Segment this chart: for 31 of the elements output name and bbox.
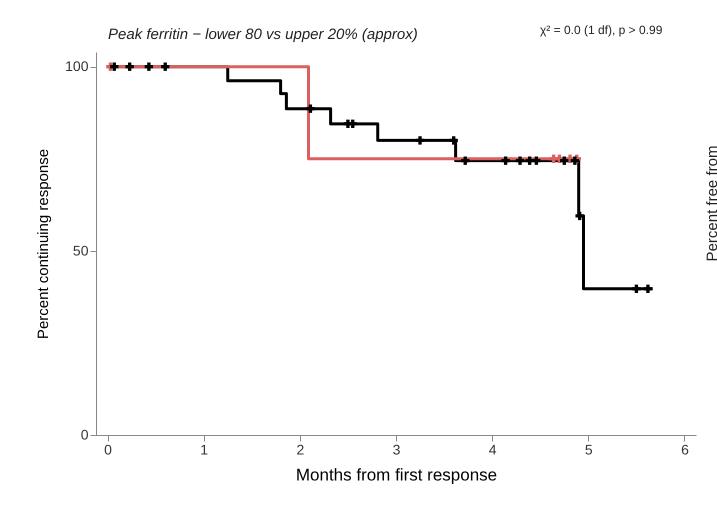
x-tick-label: 1 <box>200 442 208 458</box>
y-axis-title: Percent continuing response <box>35 148 52 340</box>
point <box>516 156 524 165</box>
point <box>632 284 641 293</box>
x-tick-label: 3 <box>392 442 401 458</box>
point <box>532 156 541 165</box>
point <box>144 62 154 71</box>
y-tick-label: 100 <box>65 58 89 74</box>
x-tick-label: 0 <box>104 442 112 458</box>
y-tick-label: 50 <box>72 242 89 258</box>
x-tick-label: 5 <box>584 442 593 458</box>
x-tick-label: 2 <box>296 442 304 458</box>
point <box>110 62 118 71</box>
x-tick-label: 6 <box>681 442 690 458</box>
x-axis-title: Months from first response <box>296 466 498 484</box>
point <box>461 156 470 165</box>
point <box>575 212 584 220</box>
point <box>644 284 652 293</box>
point <box>450 136 458 145</box>
y-tick-label: 0 <box>80 426 89 442</box>
point <box>416 136 424 145</box>
point <box>161 62 170 71</box>
point <box>125 62 134 71</box>
point <box>306 104 315 113</box>
x-tick-label: 4 <box>488 442 497 458</box>
text: Percent free from <box>704 146 717 262</box>
chart-title: Peak ferritin − lower 80 vs upper 20% (approx) <box>108 26 418 43</box>
point <box>348 120 357 128</box>
point <box>560 156 568 165</box>
point <box>501 156 510 165</box>
text: χ² = 0.0 (1 df), p > 0.99 <box>540 23 663 37</box>
